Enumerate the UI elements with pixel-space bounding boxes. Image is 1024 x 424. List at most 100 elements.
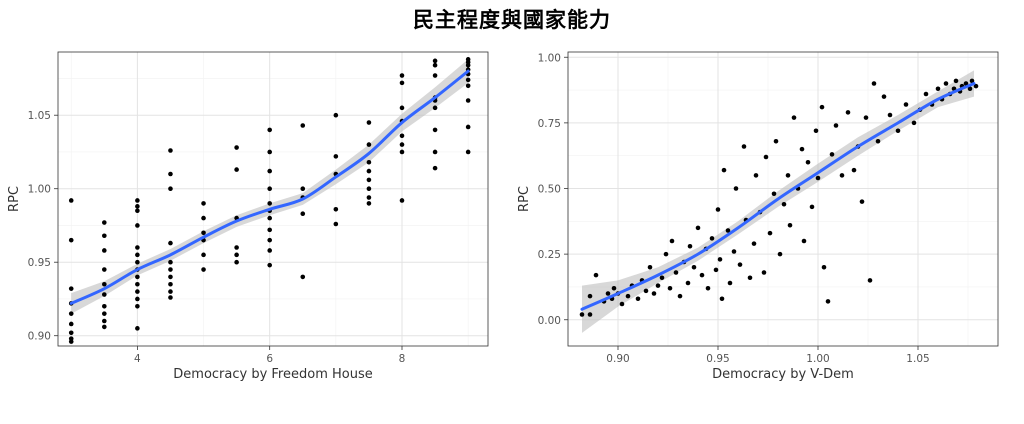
data-point bbox=[432, 73, 438, 78]
data-point bbox=[234, 252, 239, 258]
data-point bbox=[715, 207, 721, 212]
data-point bbox=[781, 201, 787, 207]
data-point bbox=[135, 259, 140, 265]
data-point bbox=[687, 243, 693, 249]
data-point bbox=[135, 326, 140, 331]
data-point bbox=[102, 304, 107, 309]
y-tick-label: 0.75 bbox=[538, 118, 561, 130]
data-point bbox=[68, 286, 74, 291]
data-point bbox=[68, 321, 74, 327]
data-point bbox=[859, 199, 865, 204]
data-point bbox=[432, 165, 438, 171]
data-point bbox=[881, 94, 887, 99]
data-point bbox=[973, 83, 979, 89]
data-point bbox=[102, 311, 107, 316]
smooth-line bbox=[69, 69, 470, 305]
data-point bbox=[68, 198, 74, 203]
y-tick-label: 0.95 bbox=[28, 257, 51, 269]
data-point bbox=[201, 230, 206, 236]
data-point bbox=[647, 264, 653, 270]
data-point bbox=[432, 58, 438, 64]
data-point bbox=[267, 215, 272, 221]
data-point bbox=[300, 211, 306, 216]
data-point bbox=[399, 149, 405, 155]
data-point bbox=[809, 204, 815, 210]
y-tick-label: 1.05 bbox=[28, 110, 51, 122]
data-point bbox=[432, 105, 438, 111]
data-point bbox=[135, 208, 140, 214]
data-point bbox=[625, 293, 631, 299]
data-point bbox=[135, 281, 140, 287]
data-point bbox=[366, 186, 372, 192]
data-point bbox=[579, 312, 585, 317]
data-point bbox=[969, 78, 975, 84]
data-point bbox=[333, 221, 339, 227]
data-point bbox=[267, 149, 272, 155]
data-point bbox=[465, 83, 471, 89]
data-point bbox=[135, 252, 140, 258]
x-tick-label: 0.95 bbox=[706, 353, 729, 365]
data-point bbox=[733, 186, 739, 191]
chart-freedom-house: 4 6 8 0.90 0.95 1.00 1.05 Democracy by Freedom … bbox=[7, 51, 489, 382]
data-point bbox=[587, 293, 593, 299]
data-point bbox=[821, 264, 827, 270]
data-point bbox=[432, 62, 438, 68]
data-point bbox=[102, 318, 107, 324]
data-point bbox=[234, 259, 239, 265]
data-point bbox=[102, 233, 107, 239]
data-point bbox=[773, 138, 779, 144]
data-point bbox=[685, 280, 691, 286]
data-point bbox=[787, 222, 793, 228]
data-point bbox=[719, 296, 725, 302]
x-tick-label: 1.00 bbox=[806, 353, 829, 365]
data-point bbox=[300, 123, 306, 128]
data-point bbox=[655, 283, 661, 288]
data-point bbox=[815, 175, 821, 181]
data-point bbox=[829, 152, 835, 157]
data-point bbox=[201, 252, 206, 258]
data-point bbox=[267, 237, 272, 243]
data-point bbox=[943, 81, 949, 86]
data-point bbox=[201, 201, 206, 206]
data-point bbox=[587, 312, 593, 317]
data-point bbox=[333, 112, 339, 118]
data-point bbox=[366, 168, 372, 174]
data-point bbox=[963, 81, 969, 86]
data-point bbox=[267, 227, 272, 233]
data-point bbox=[619, 301, 625, 307]
data-point bbox=[267, 168, 272, 174]
data-point bbox=[366, 159, 372, 165]
data-point bbox=[677, 293, 683, 299]
data-point bbox=[366, 201, 372, 206]
data-point bbox=[234, 167, 239, 172]
data-point bbox=[168, 186, 173, 192]
data-point bbox=[605, 291, 611, 296]
data-point bbox=[102, 281, 107, 287]
data-point bbox=[135, 204, 140, 209]
data-point bbox=[399, 133, 405, 139]
data-point bbox=[432, 127, 438, 133]
x-axis-label: Democracy by V-Dem bbox=[712, 367, 854, 382]
data-point bbox=[366, 142, 372, 147]
data-point bbox=[747, 275, 753, 281]
data-point bbox=[135, 304, 140, 309]
data-point bbox=[777, 251, 783, 257]
data-point bbox=[168, 267, 173, 272]
y-tick-label: 0.00 bbox=[538, 315, 561, 327]
plot-border bbox=[567, 51, 999, 347]
x-tick-label: 4 bbox=[134, 353, 141, 365]
data-point bbox=[267, 127, 272, 133]
data-point bbox=[168, 281, 173, 287]
data-point bbox=[135, 289, 140, 294]
data-point bbox=[705, 285, 711, 291]
data-point bbox=[135, 223, 140, 228]
data-point bbox=[903, 102, 909, 107]
data-point bbox=[68, 237, 74, 243]
data-point bbox=[168, 171, 173, 177]
data-point bbox=[399, 198, 405, 203]
data-point bbox=[695, 225, 701, 231]
data-point bbox=[102, 248, 107, 253]
data-point bbox=[875, 138, 881, 144]
data-point bbox=[761, 270, 767, 275]
data-point bbox=[667, 285, 673, 291]
